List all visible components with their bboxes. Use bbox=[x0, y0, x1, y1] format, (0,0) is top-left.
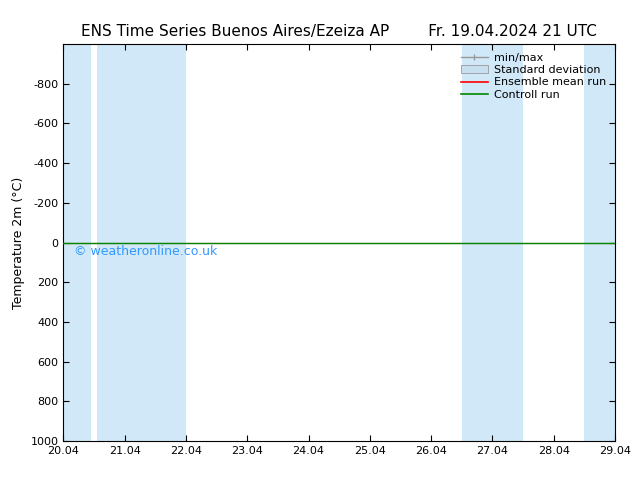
Bar bbox=[585, 44, 615, 441]
Bar bbox=[462, 44, 523, 441]
Bar bbox=[97, 44, 125, 441]
Y-axis label: Temperature 2m (°C): Temperature 2m (°C) bbox=[12, 176, 25, 309]
Bar bbox=[63, 44, 91, 441]
Bar bbox=[125, 44, 186, 441]
Title: ENS Time Series Buenos Aires/Ezeiza AP        Fr. 19.04.2024 21 UTC: ENS Time Series Buenos Aires/Ezeiza AP F… bbox=[81, 24, 597, 39]
Legend: min/max, Standard deviation, Ensemble mean run, Controll run: min/max, Standard deviation, Ensemble me… bbox=[457, 49, 609, 103]
Text: © weatheronline.co.uk: © weatheronline.co.uk bbox=[74, 245, 217, 258]
